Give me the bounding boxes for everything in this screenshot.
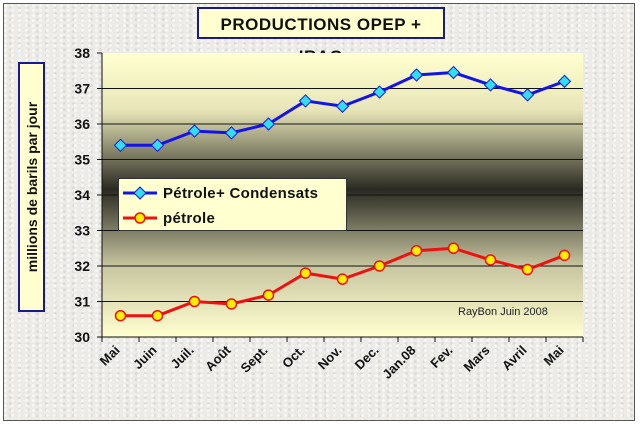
data-point (558, 249, 571, 262)
x-tick-label: Juil. (168, 343, 197, 372)
circle-marker-icon (123, 212, 157, 224)
x-tick-label: Mai (541, 343, 567, 369)
legend-item-petrole: pétrole (119, 206, 215, 230)
credit-annotation: RayBon Juin 2008 (458, 306, 548, 318)
x-tick-label: Jan.08 (379, 343, 418, 382)
data-point (336, 273, 349, 285)
y-tick-label: 33 (74, 223, 90, 239)
data-point (483, 78, 498, 92)
legend-item-condensats: Pétrole+ Condensats (119, 181, 318, 205)
y-tick-label: 31 (74, 294, 90, 310)
data-point (224, 126, 239, 140)
data-point (410, 244, 423, 257)
data-point (484, 254, 497, 266)
y-tick-label: 37 (74, 81, 90, 97)
legend-label: pétrole (163, 209, 216, 227)
data-point (409, 68, 424, 82)
data-point (225, 298, 238, 310)
data-point (188, 295, 201, 308)
x-tick-label: Nov. (315, 343, 345, 373)
x-tick-label: Mars (461, 343, 493, 375)
x-tick-label: Sept. (238, 343, 271, 376)
y-tick-label: 32 (74, 258, 90, 274)
data-point (150, 138, 165, 153)
y-axis-label-box: millions de barils par jour (18, 62, 45, 312)
y-tick-label: 30 (74, 329, 90, 345)
data-point (262, 289, 275, 301)
data-point (261, 117, 276, 131)
data-point (520, 88, 535, 102)
data-point (447, 242, 460, 254)
legend: Pétrole+ Condensats pétrole (118, 178, 347, 231)
data-point (298, 94, 313, 108)
y-tick-label: 34 (74, 187, 90, 203)
data-point (114, 309, 127, 322)
data-point (521, 263, 534, 276)
y-tick-label: 35 (74, 152, 90, 168)
data-point (299, 267, 312, 279)
diamond-marker-icon (123, 186, 157, 200)
y-tick-label: 36 (74, 116, 90, 132)
x-tick-label: Fev. (427, 343, 455, 371)
x-tick-label: Août (202, 342, 234, 374)
x-tick-label: Dec. (352, 343, 382, 373)
data-point (373, 260, 386, 272)
legend-label: Pétrole+ Condensats (163, 184, 319, 202)
x-tick-label: Mai (97, 343, 123, 369)
data-point (335, 99, 350, 113)
x-tick-label: Avril (499, 343, 530, 374)
data-point (372, 85, 387, 99)
data-point (187, 124, 202, 138)
data-point (446, 65, 461, 80)
series-petrole (114, 242, 571, 322)
data-point (151, 309, 164, 322)
series-condensats (113, 65, 572, 153)
data-point (557, 74, 572, 89)
y-tick-label: 38 (74, 45, 90, 61)
x-tick-label: Juin (130, 342, 160, 372)
data-point (113, 138, 128, 153)
x-tick-label: Oct. (279, 343, 307, 371)
